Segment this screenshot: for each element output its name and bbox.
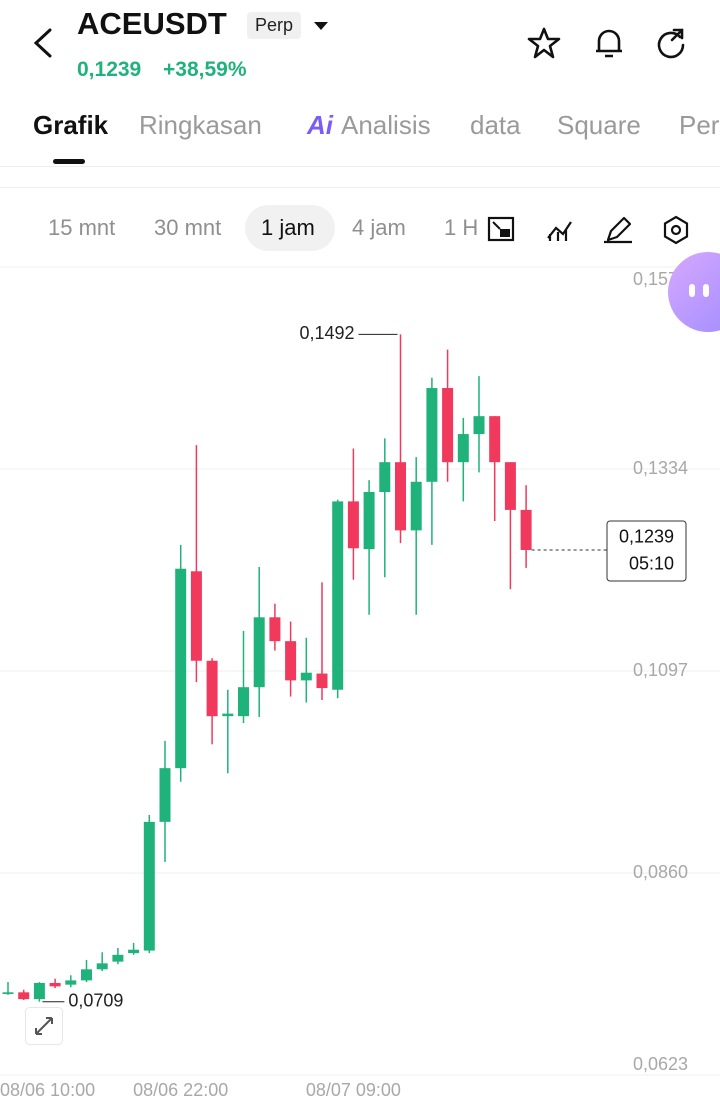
candle-body [253,617,265,688]
candle-body [300,672,312,681]
favorite-icon[interactable] [526,26,562,60]
low-label: 0,0709 [68,990,123,1010]
candle-body [285,641,297,681]
candle-body [410,481,422,531]
candle-body [18,992,30,1000]
interval[interactable]: 15 mnt [48,215,116,240]
candle-body [159,768,171,822]
candle-body [316,673,328,689]
candle-body [190,571,202,661]
tab[interactable]: Grafik [33,110,109,140]
y-tick-label: 0,0623 [633,1054,688,1074]
candle-body [128,949,140,954]
tab-indicator [53,159,85,164]
candle-body [2,992,14,995]
candle-body [520,509,532,550]
candle-body [175,568,187,769]
candle-body [81,969,92,981]
chart-tools[interactable] [486,214,696,246]
tab[interactable]: Square [557,110,641,140]
candle-body [426,388,438,482]
x-tick-label: 08/06 10:00 [0,1080,95,1100]
price-change: +38,59% [163,58,247,81]
candle-body [49,982,61,987]
tab[interactable]: Ringkasan [139,110,262,140]
y-tick-label: 0,1097 [633,660,688,680]
dropdown-icon[interactable] [313,20,329,32]
interval[interactable]: 4 jam [352,215,406,240]
interval[interactable]: 1 jam [261,215,315,240]
last-price-label: 0,1239 [619,527,674,547]
y-tick-label: 0,1334 [633,458,688,478]
ai-icon: Ai [307,110,333,140]
candle-body [457,434,469,463]
candle-body [112,954,124,962]
interval-selected-bg [245,205,335,251]
assistant-eye [689,284,695,297]
y-tick-label: 0,0860 [633,862,688,882]
high-label: 0,1492 [299,323,354,343]
candle-body [269,617,281,642]
back-button[interactable] [28,26,60,60]
divider [0,166,720,167]
candle-body [442,388,454,463]
candle-body [504,462,516,510]
tab[interactable]: data [470,110,521,140]
countdown: 05:10 [629,554,674,574]
candle-body [65,980,77,985]
alert-icon[interactable] [592,26,626,60]
candle-body [363,492,375,550]
last-price-box [606,520,687,582]
interval[interactable]: 1 H [444,215,478,240]
x-tick-label: 08/06 22:00 [133,1080,228,1100]
tab[interactable]: Per [679,110,720,140]
tab[interactable]: Analisis [341,110,431,140]
assistant-eye [703,284,709,297]
candle-body [473,416,485,435]
candle-body [206,660,218,717]
interval[interactable]: 30 mnt [154,215,222,240]
candle-body [96,963,108,970]
candle-body [222,713,234,717]
candle-body [143,821,155,951]
perp-badge[interactable]: Perp [247,12,302,39]
symbol-title: ACEUSDT [77,6,227,41]
candle-body [238,687,249,717]
candle-body [379,462,391,493]
divider [0,187,720,188]
candle-body [395,462,406,531]
candle-body [489,416,501,463]
share-icon[interactable] [654,26,688,60]
last-price: 0,1239 [77,58,142,81]
candle-body [33,982,45,1000]
candle-body [347,501,359,549]
expand-button[interactable] [25,1007,63,1045]
x-tick-label: 08/07 09:00 [306,1080,401,1100]
candle-body [332,501,344,690]
